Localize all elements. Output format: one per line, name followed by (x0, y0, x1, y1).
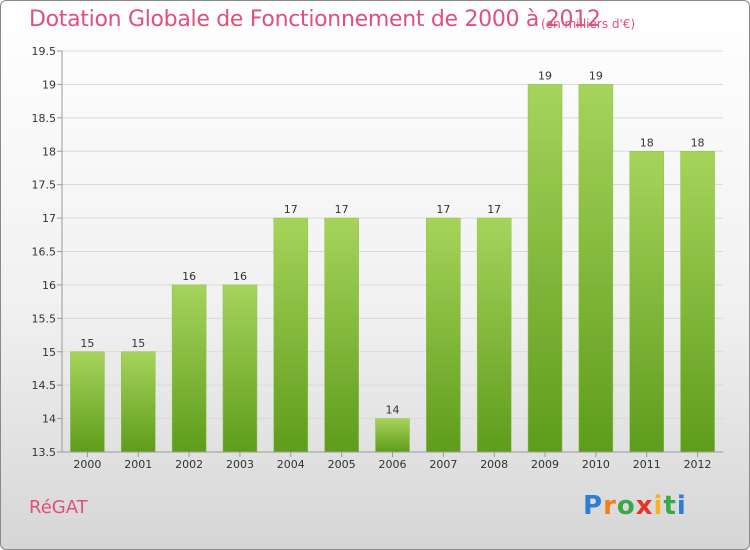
bar-2000 (70, 351, 105, 453)
x-tick-label-2003: 2003 (226, 458, 254, 471)
x-tick-label-2001: 2001 (124, 458, 152, 471)
logo-letter: P (583, 491, 604, 521)
x-tick-label-2004: 2004 (277, 458, 305, 471)
data-label-2007: 17 (436, 203, 450, 216)
x-tick-label-2009: 2009 (531, 458, 559, 471)
logo-letter: x (635, 491, 654, 521)
x-tick-label-2010: 2010 (582, 458, 610, 471)
bar-2003 (222, 284, 258, 453)
data-label-2006: 14 (386, 404, 400, 417)
x-tick-label-2006: 2006 (379, 458, 407, 471)
logo-letter: i (653, 491, 664, 521)
data-label-2012: 18 (691, 136, 705, 149)
bar-2007 (426, 217, 461, 453)
data-label-2004: 17 (284, 203, 298, 216)
y-tick-label: 17 (42, 212, 56, 225)
y-tick-label: 14 (42, 413, 56, 426)
bar-2010 (578, 84, 614, 453)
data-label-2011: 18 (640, 136, 654, 149)
x-tick-label-2000: 2000 (73, 458, 101, 471)
bar-2009 (527, 84, 563, 453)
x-tick-label-2012: 2012 (684, 458, 712, 471)
bar-2005 (324, 217, 359, 453)
grid-lines (62, 50, 723, 453)
bars (70, 84, 715, 453)
y-tick-label: 16 (42, 279, 56, 292)
x-tick-label-2002: 2002 (175, 458, 203, 471)
axes (57, 50, 723, 457)
y-tick-label: 15.5 (32, 312, 57, 325)
data-label-2010: 19 (589, 69, 603, 82)
data-label-2008: 17 (487, 203, 501, 216)
bar-2012 (680, 151, 715, 453)
y-tick-label: 16.5 (32, 246, 57, 259)
y-tick-label: 18.5 (32, 112, 57, 125)
data-label-2005: 17 (335, 203, 349, 216)
y-tick-label: 19.5 (32, 45, 57, 58)
data-label-2000: 15 (80, 337, 94, 350)
logo-letter: i (676, 491, 687, 521)
data-label-2002: 16 (182, 270, 196, 283)
bar-2004 (273, 217, 309, 453)
chart-subtitle: (en milliers d'€) (541, 17, 636, 31)
y-tick-label: 17.5 (32, 179, 57, 192)
data-label-2003: 16 (233, 270, 247, 283)
x-tick-label-2005: 2005 (328, 458, 356, 471)
logo-letter: r (603, 491, 617, 521)
bar-2001 (121, 351, 156, 453)
y-tick-label: 19 (42, 78, 56, 91)
y-tick-label: 15 (42, 346, 56, 359)
bar-2002 (171, 284, 207, 453)
place-name: RéGAT (29, 497, 88, 518)
x-tick-label-2008: 2008 (480, 458, 508, 471)
y-tick-label: 13.5 (32, 446, 57, 459)
proxiti-logo[interactable]: Proxiti (583, 491, 687, 521)
y-tick-label: 18 (42, 145, 56, 158)
data-label-2001: 15 (131, 337, 145, 350)
logo-letter: o (616, 491, 636, 521)
bar-2011 (629, 151, 664, 453)
x-tick-label-2011: 2011 (633, 458, 661, 471)
bar-2008 (476, 217, 512, 453)
y-tick-label: 14.5 (32, 379, 57, 392)
x-tick-label-2007: 2007 (429, 458, 457, 471)
chart-title: Dotation Globale de Fonctionnement de 20… (29, 7, 601, 32)
data-label-2009: 19 (538, 69, 552, 82)
bar-2006 (375, 418, 410, 453)
logo-letter: t (663, 491, 677, 521)
labels: 13.5 14 14.5 15 15.5 16 16.5 17 17.5 18 18.5 19 19.5… (32, 45, 712, 471)
